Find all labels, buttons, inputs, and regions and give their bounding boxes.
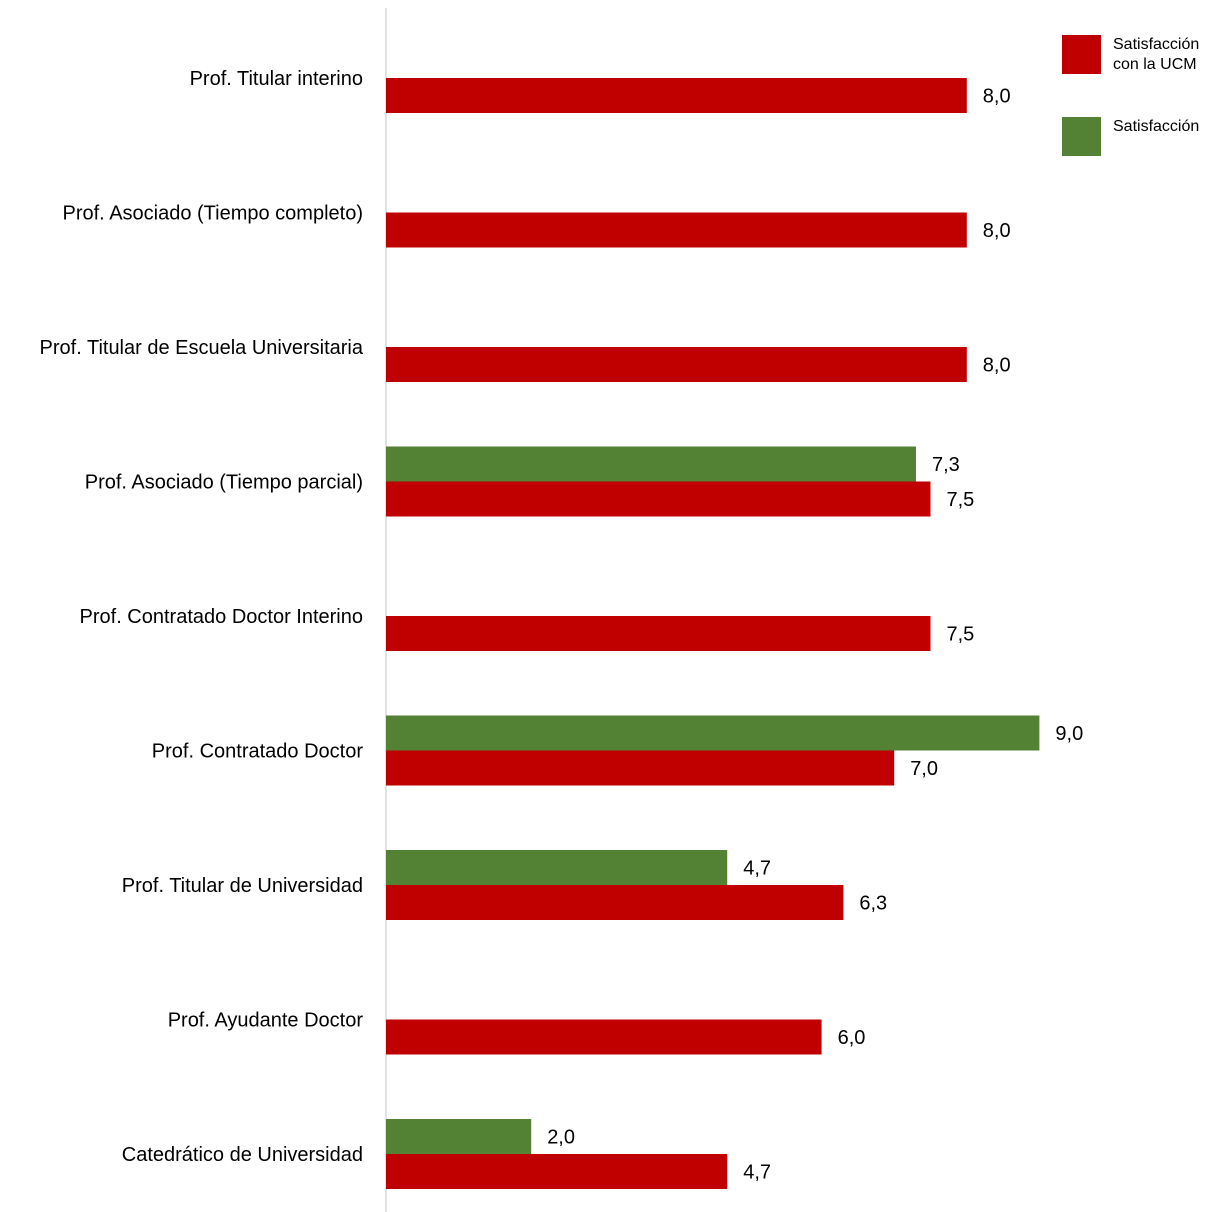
data-label: 7,5 <box>947 489 975 511</box>
data-label: 6,0 <box>838 1027 866 1049</box>
category-label: Prof. Titular interino <box>190 68 363 90</box>
data-label: 7,0 <box>910 758 938 780</box>
category-labels: Prof. Titular interino Prof. Asociado (Ti… <box>40 68 364 1166</box>
data-label: 8,0 <box>983 355 1011 377</box>
legend-swatch <box>1062 35 1101 74</box>
legend-label: Satisfacción <box>1113 36 1199 53</box>
bar-satisfaccion <box>386 715 1040 751</box>
legend-label: Satisfacción <box>1113 118 1199 135</box>
category-label: Prof. Contratado Doctor <box>152 741 364 763</box>
legend: Satisfacción con la UCM Satisfacción <box>1062 35 1199 156</box>
data-label: 8,0 <box>983 86 1011 108</box>
bar-satisfaccion-ucm <box>386 78 967 113</box>
data-labels: 8,0 8,0 8,0 7,3 7,5 7,5 9,0 7,0 4,7 6,3 6,0 2,0 4,7 <box>547 86 1083 1184</box>
bar-satisfaccion-ucm <box>386 481 931 517</box>
bar-satisfaccion <box>386 1119 532 1154</box>
category-label: Prof. Titular de Universidad <box>122 875 363 897</box>
legend-label: con la UCM <box>1113 56 1197 73</box>
bar-satisfaccion-ucm <box>386 616 931 651</box>
category-label: Catedrático de Universidad <box>122 1144 363 1166</box>
data-label: 4,7 <box>743 858 771 880</box>
bar-satisfaccion-ucm <box>386 1154 728 1189</box>
bar-satisfaccion-ucm <box>386 1019 822 1055</box>
category-label: Prof. Asociado (Tiempo parcial) <box>85 472 363 494</box>
category-label: Prof. Asociado (Tiempo completo) <box>63 203 364 225</box>
data-label: 6,3 <box>859 893 887 915</box>
category-label: Prof. Titular de Escuela Universitaria <box>40 337 364 359</box>
category-label: Prof. Ayudante Doctor <box>168 1010 364 1032</box>
bar-satisfaccion-ucm <box>386 750 895 786</box>
bars <box>386 78 1040 1189</box>
data-label: 4,7 <box>743 1162 771 1184</box>
legend-swatch <box>1062 117 1101 156</box>
category-label: Prof. Contratado Doctor Interino <box>80 606 363 628</box>
bar-satisfaccion-ucm <box>386 885 844 920</box>
data-label: 7,5 <box>947 624 975 646</box>
bar-satisfaccion-ucm <box>386 347 967 382</box>
data-label: 9,0 <box>1055 723 1083 745</box>
data-label: 7,3 <box>932 454 960 476</box>
bar-satisfaccion-ucm <box>386 212 967 248</box>
bar-satisfaccion <box>386 850 728 885</box>
bar-satisfaccion <box>386 446 916 482</box>
data-label: 8,0 <box>983 220 1011 242</box>
data-label: 2,0 <box>547 1127 575 1149</box>
